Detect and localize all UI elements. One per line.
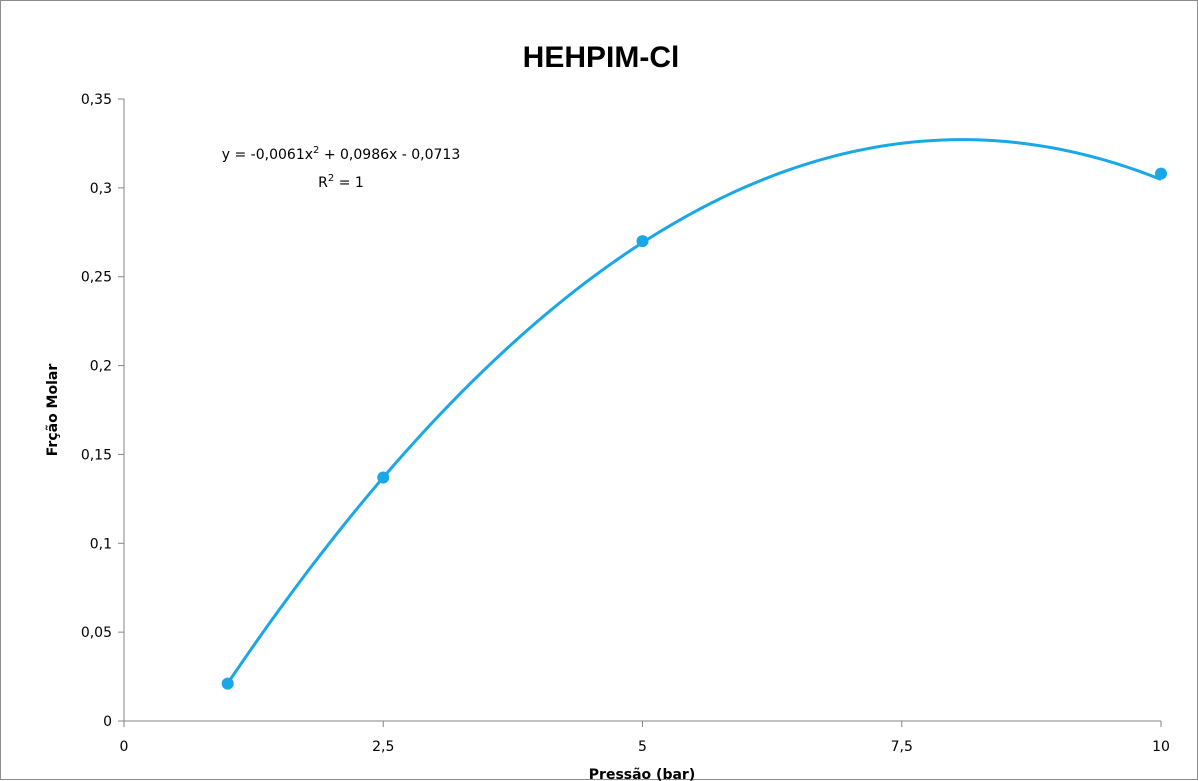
x-tick-label: 7,5 bbox=[891, 739, 913, 755]
x-tick-label: 0 bbox=[120, 739, 129, 755]
trendline-r-squared: R2 = 1 bbox=[318, 173, 364, 191]
chart-title: HEHPIM-Cl bbox=[523, 41, 680, 74]
data-point bbox=[377, 471, 390, 484]
y-tick-label: 0,2 bbox=[90, 359, 112, 375]
y-tick-label: 0,3 bbox=[90, 181, 112, 197]
x-axis-label: Pressão (bar) bbox=[589, 767, 695, 781]
r-squared-main: R bbox=[318, 175, 328, 191]
x-tick-label: 2,5 bbox=[372, 739, 394, 755]
y-tick-label: 0,35 bbox=[81, 92, 112, 108]
y-tick-label: 0,05 bbox=[81, 625, 112, 641]
r-squared-rest: = 1 bbox=[334, 175, 364, 191]
data-point bbox=[1155, 167, 1167, 180]
data-points bbox=[221, 167, 1167, 690]
trendline-equation-exponent: 2 bbox=[313, 145, 319, 156]
data-point bbox=[636, 235, 649, 248]
x-axis-ticks: 0 2,5 5 7,5 10 bbox=[120, 721, 1170, 755]
y-tick-label: 0 bbox=[103, 714, 112, 730]
y-tick-label: 0,25 bbox=[81, 270, 112, 286]
r-squared-exponent: 2 bbox=[328, 173, 334, 184]
trendline-equation-main: y = -0,0061x bbox=[222, 147, 313, 163]
trendline-series bbox=[226, 138, 1162, 685]
data-point bbox=[221, 677, 234, 690]
x-tick-label: 10 bbox=[1152, 739, 1170, 755]
trendline-equation: y = -0,0061x2 + 0,0986x - 0,0713 bbox=[222, 145, 460, 163]
y-tick-label: 0,15 bbox=[81, 447, 112, 463]
y-axis-label: Frção Molar bbox=[45, 364, 61, 457]
trendline-equation-rest: + 0,0986x - 0,0713 bbox=[319, 147, 460, 163]
y-axis-ticks: 0 0,05 0,1 0,15 0,2 0,25 0,3 0,35 bbox=[81, 92, 124, 730]
y-tick-label: 0,1 bbox=[90, 536, 112, 552]
x-tick-label: 5 bbox=[638, 739, 647, 755]
